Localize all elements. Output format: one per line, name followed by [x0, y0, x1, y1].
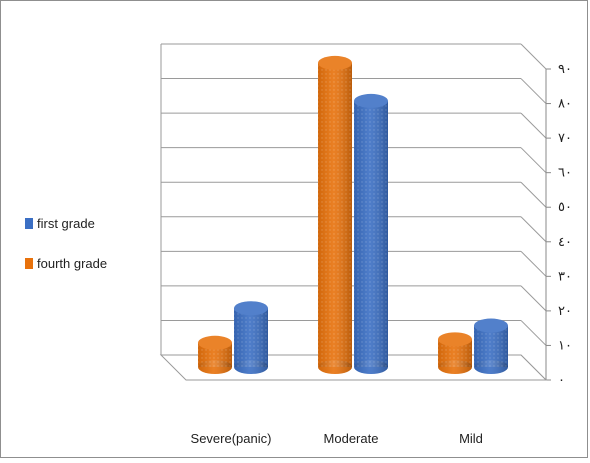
bars [198, 55, 508, 374]
y-tick-label: ٥٠ [558, 199, 572, 214]
x-category-label: Mild [459, 431, 483, 446]
y-tick-label: ٢٠ [558, 303, 572, 318]
legend-item-fourth-grade: fourth grade [25, 253, 107, 273]
x-category-label: Severe(panic) [191, 431, 272, 446]
bar [234, 301, 268, 374]
y-tick-label: ٤٠ [558, 234, 572, 249]
gridline [161, 43, 551, 70]
bar [438, 332, 472, 374]
legend-label-fourth-grade: fourth grade [37, 255, 108, 271]
bar [318, 55, 352, 374]
y-tick-label: ٣٠ [558, 268, 572, 283]
y-tick-label: ٨٠ [558, 96, 572, 111]
bar [474, 318, 508, 374]
x-category-label: Moderate [324, 431, 379, 446]
bar [354, 93, 388, 374]
legend-swatch-first-grade [25, 217, 33, 229]
y-axis-ticks: ٠ ١٠ ٢٠ ٣٠ ٤٠ ٥٠ ٦٠ ٧٠ ٨٠ ٩٠ [558, 61, 572, 387]
y-tick-label: ٧٠ [558, 130, 572, 145]
x-axis-categories: Severe(panic) Moderate Mild [191, 431, 483, 446]
y-tick-label: ٩٠ [558, 61, 572, 76]
legend-swatch-fourth-grade [25, 257, 33, 269]
legend-label-first-grade: first grade [37, 215, 95, 231]
y-tick-label: ٦٠ [558, 165, 572, 180]
y-tick-label: ١٠ [558, 337, 572, 352]
bar [198, 335, 232, 374]
y-tick-label: ٠ [558, 372, 565, 387]
legend: first grade fourth grade [25, 213, 107, 293]
legend-item-first-grade: first grade [25, 213, 107, 233]
